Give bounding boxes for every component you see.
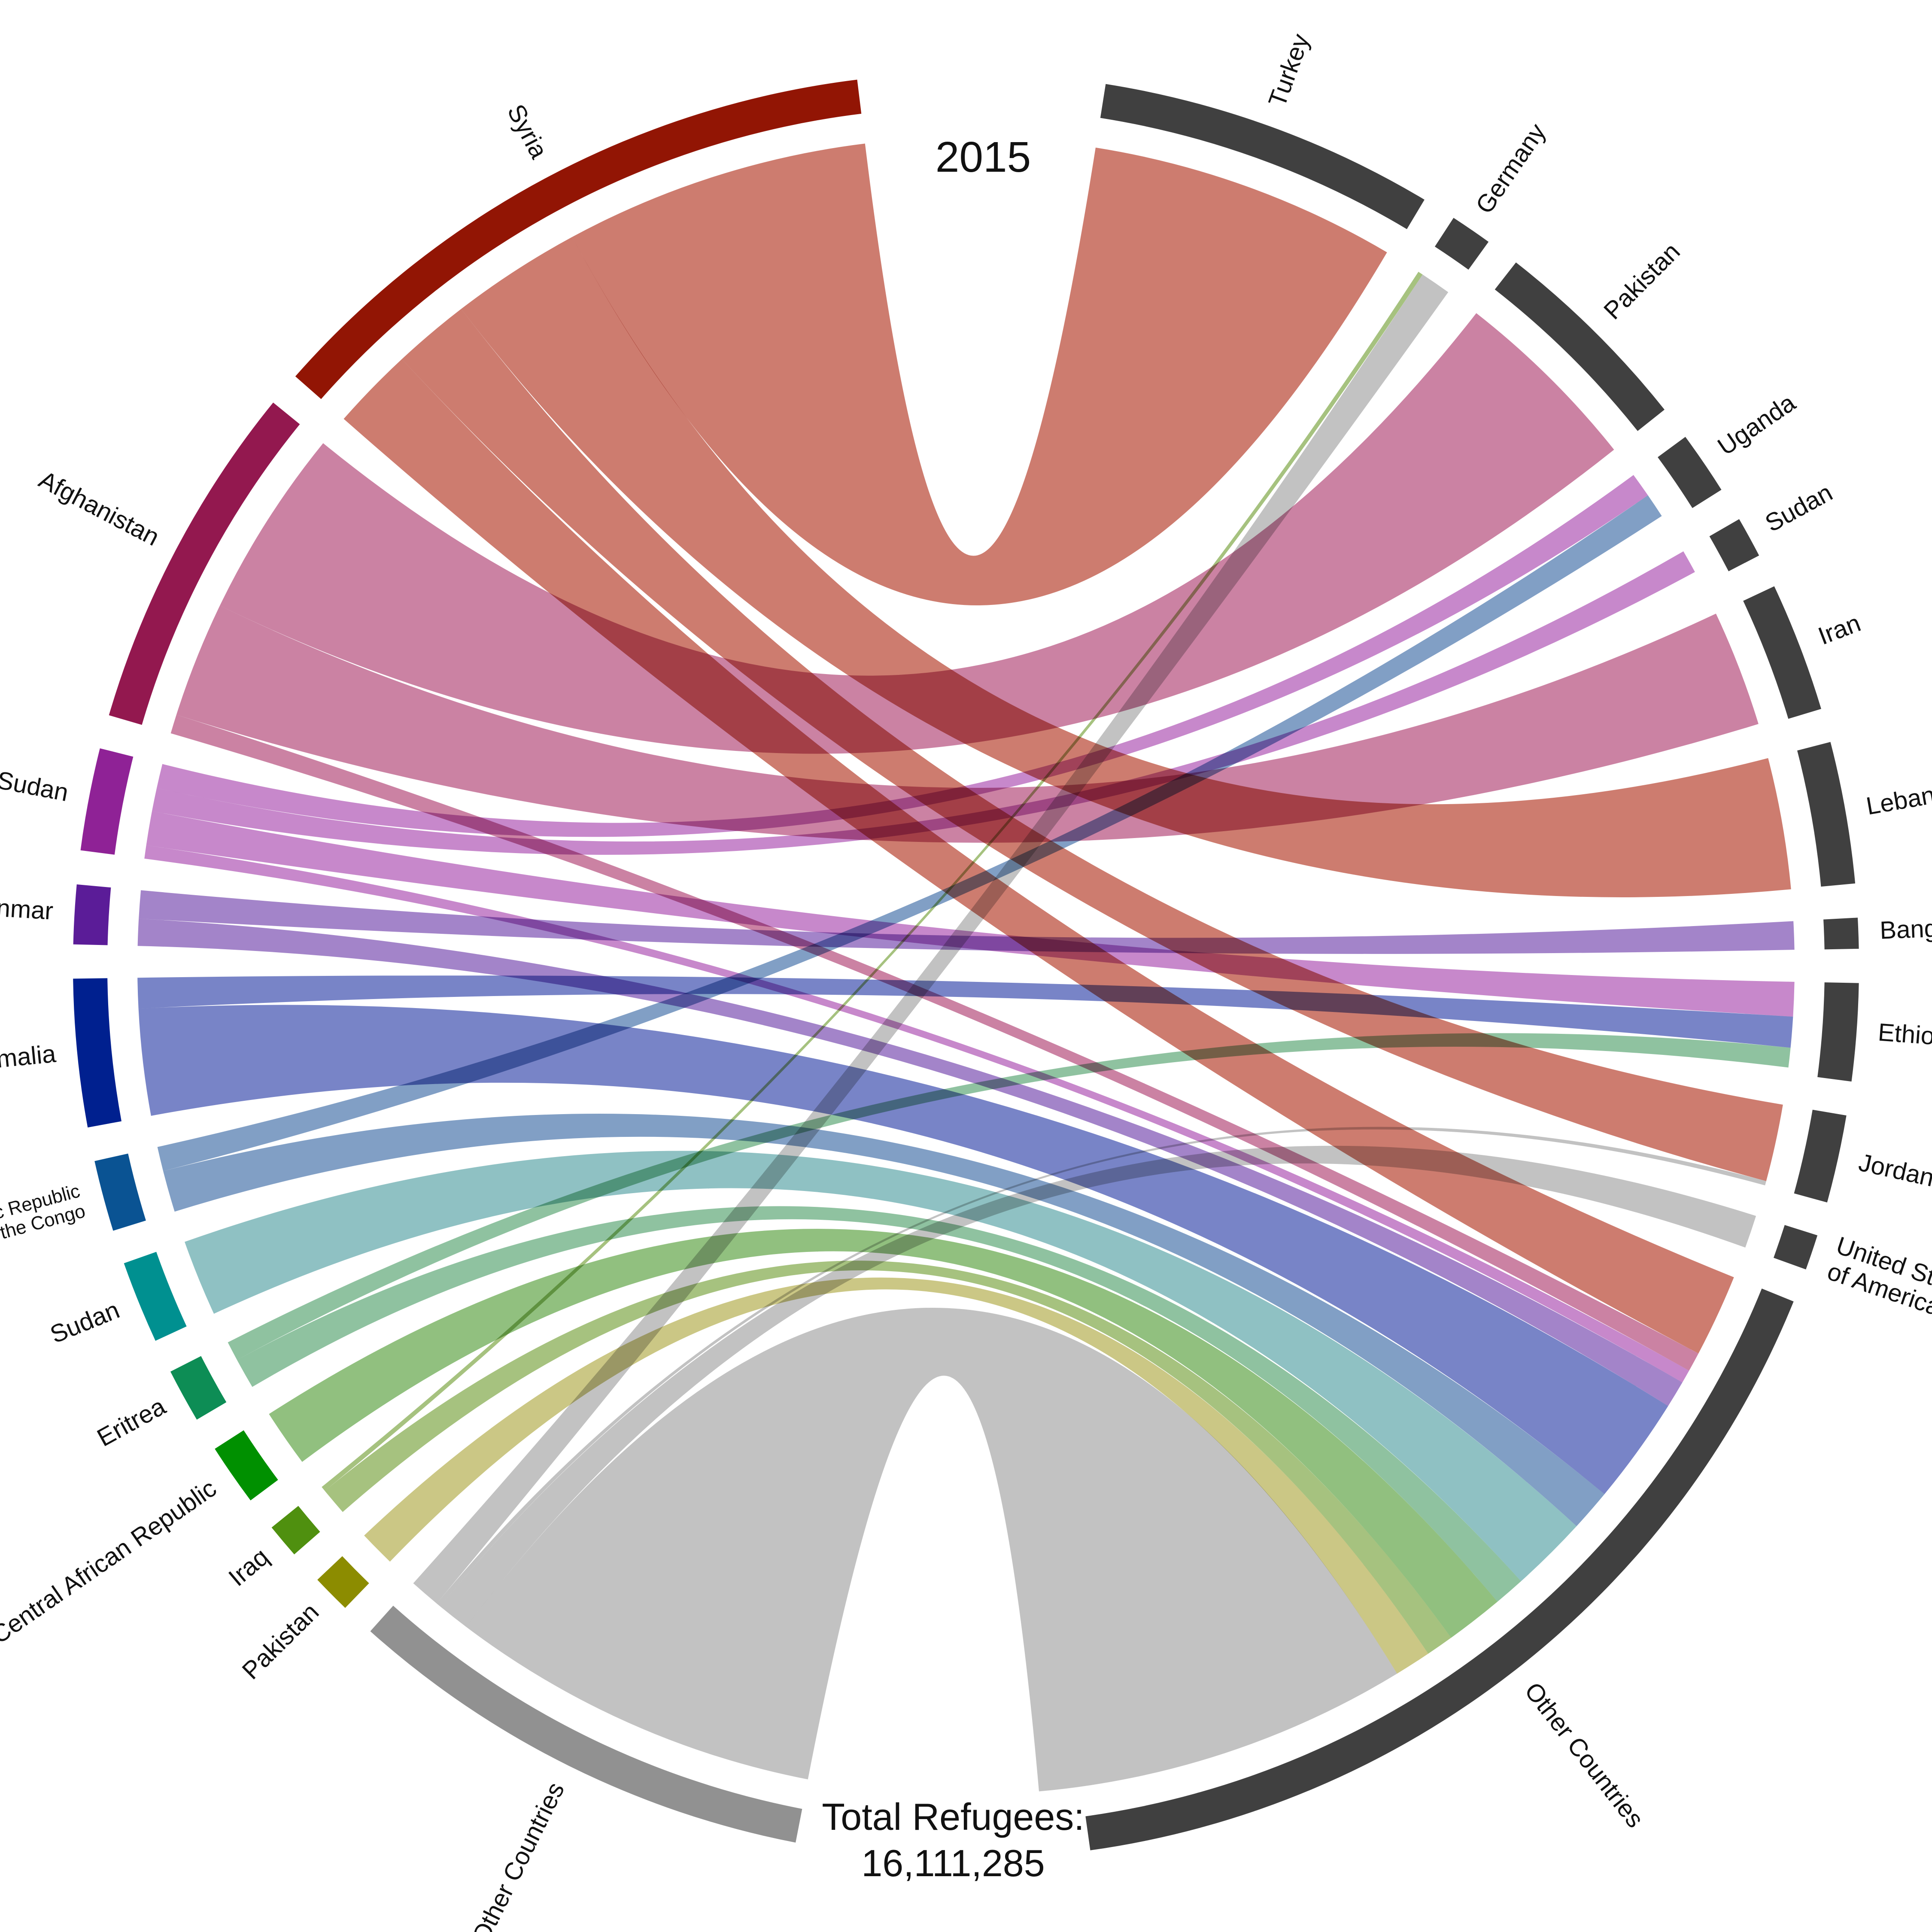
destination-label-germany: Germany bbox=[1470, 118, 1552, 219]
origin-label-south-sudan: South Sudan bbox=[0, 753, 70, 807]
destination-label-other-countries: Other Countries bbox=[1519, 1677, 1649, 1833]
total-value: 16,111,285 bbox=[861, 1842, 1045, 1884]
origin-arc-other-countries bbox=[370, 1605, 802, 1843]
origin-arc-afghanistan bbox=[109, 402, 300, 725]
total-label: Total Refugees: bbox=[822, 1795, 1084, 1838]
arc-layer bbox=[73, 79, 1859, 1850]
ribbon-syria-to-turkey bbox=[572, 143, 1387, 606]
ribbon-other-countries-to-other-countries bbox=[466, 1307, 1397, 1792]
ribbon-afghanistan-to-pakistan bbox=[220, 313, 1614, 754]
origin-arc-iraq bbox=[271, 1506, 320, 1555]
origin-arc-democratic-republic-of-the-congo bbox=[94, 1153, 146, 1231]
origin-arc-south-sudan bbox=[80, 748, 134, 855]
origin-label-syria: Syria bbox=[502, 100, 553, 164]
destination-arc-jordan bbox=[1794, 1109, 1847, 1203]
ribbon-other-countries-to-germany bbox=[413, 274, 1449, 1604]
origin-label-iraq: Iraq bbox=[223, 1543, 274, 1592]
ribbon-pakistan-to-other-countries bbox=[364, 1277, 1428, 1674]
ribbon-democratic-republic-of-the-congo-to-other-countries bbox=[163, 1114, 1605, 1526]
destination-arc-iran bbox=[1743, 586, 1821, 719]
origin-label-other-countries: Other Countries bbox=[467, 1778, 570, 1932]
origin-arc-myanmar bbox=[73, 884, 111, 945]
ribbon-sudan-to-other-countries bbox=[185, 1151, 1577, 1582]
ribbon-syria-to-other-countries bbox=[343, 359, 1734, 1354]
destination-label-uganda: Uganda bbox=[1713, 389, 1801, 461]
destination-label-iran: Iran bbox=[1814, 609, 1865, 650]
destination-arc-turkey bbox=[1100, 84, 1425, 229]
destination-label-lebanon: Lebanon bbox=[1864, 776, 1932, 820]
ribbon-somalia-to-ethiopia bbox=[137, 975, 1793, 1048]
ribbon-other-countries-to-united-states-of-america bbox=[440, 1145, 1756, 1627]
destination-arc-united-states-of-america bbox=[1774, 1225, 1818, 1270]
destination-label-sudan: Sudan bbox=[1761, 479, 1837, 538]
origin-arc-pakistan bbox=[317, 1556, 369, 1608]
origin-label-pakistan: Pakistan bbox=[237, 1598, 325, 1685]
destination-label-ethiopia: Ethiopia bbox=[1877, 1018, 1932, 1053]
ribbon-syria-to-jordan bbox=[402, 309, 1783, 1181]
origin-arc-sudan bbox=[124, 1252, 187, 1341]
destination-arc-lebanon bbox=[1797, 742, 1856, 887]
destination-label-united-states-of-america: United Statesof America bbox=[1824, 1231, 1932, 1332]
ribbon-south-sudan-to-ethiopia bbox=[146, 811, 1795, 1017]
destination-arc-germany bbox=[1434, 218, 1489, 270]
origin-label-sudan: Sudan bbox=[46, 1296, 124, 1349]
ribbon-syria-to-lebanon bbox=[461, 237, 1791, 897]
destination-label-jordan: Jordan bbox=[1856, 1148, 1932, 1192]
ribbon-iraq-to-other-countries bbox=[325, 1261, 1451, 1654]
destination-arc-sudan bbox=[1709, 519, 1759, 571]
destination-label-banglasesh: Banglasesh bbox=[1879, 912, 1932, 945]
origin-arc-syria bbox=[295, 79, 862, 399]
ribbon-south-sudan-to-uganda bbox=[157, 475, 1648, 837]
origin-arc-central-african-republic bbox=[215, 1430, 278, 1501]
destination-label-turkey: Turkey bbox=[1263, 30, 1315, 111]
ribbon-south-sudan-to-sudan bbox=[152, 551, 1695, 855]
origin-arc-eritrea bbox=[170, 1356, 227, 1420]
origin-label-somalia: Somalia bbox=[0, 1040, 58, 1076]
destination-arc-uganda bbox=[1658, 437, 1722, 508]
origin-label-afghanistan: Afghanistan bbox=[34, 465, 164, 551]
destination-arc-ethiopia bbox=[1817, 982, 1859, 1082]
chart-title: 2015 bbox=[936, 133, 1031, 181]
origin-label-central-african-republic: Central African Republic bbox=[0, 1474, 222, 1649]
ribbon-layer bbox=[137, 143, 1795, 1792]
ribbon-afghanistan-to-iran bbox=[176, 605, 1759, 843]
origin-label-eritrea: Eritrea bbox=[93, 1392, 171, 1452]
destination-arc-pakistan bbox=[1495, 262, 1665, 431]
origin-label-democratic-republic-of-the-congo: Democratic Republicof the Congo bbox=[0, 1180, 88, 1266]
ribbon-myanmar-to-banglasesh bbox=[139, 890, 1795, 954]
destination-arc-banglasesh bbox=[1823, 917, 1859, 950]
origin-label-myanmar: Myanmar bbox=[0, 891, 54, 925]
destination-label-pakistan: Pakistan bbox=[1598, 237, 1686, 325]
origin-arc-somalia bbox=[73, 978, 122, 1128]
